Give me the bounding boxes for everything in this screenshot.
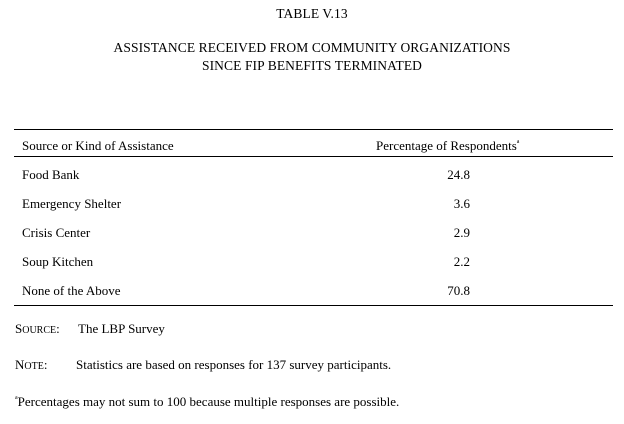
table-title-line-1: ASSISTANCE RECEIVED FROM COMMUNITY ORGAN… <box>113 40 511 55</box>
footnote-text: Percentages may not sum to 100 because m… <box>17 394 400 409</box>
note-key: NOTE: <box>15 357 47 373</box>
column-header-percentage-text: Percentage of Respondents <box>376 138 517 153</box>
row-label: None of the Above <box>22 283 121 298</box>
footnote-mark: a <box>15 395 18 401</box>
row-label: Emergency Shelter <box>22 196 122 211</box>
row-value: 70.8 <box>447 283 470 298</box>
note: NOTE: Statistics are based on responses … <box>15 357 391 373</box>
table-number: TABLE V.13 <box>276 6 348 21</box>
row-label: Soup Kitchen <box>22 254 94 269</box>
table-row: None of the Above 70.8 <box>0 283 624 301</box>
footnote: aPercentages may not sum to 100 because … <box>15 394 399 410</box>
note-key-rest: OTE <box>24 361 44 372</box>
column-header-source: Source or Kind of Assistance <box>22 138 174 153</box>
table-row: Crisis Center 2.9 <box>0 225 624 243</box>
source-text: The LBP Survey <box>78 321 165 336</box>
note-key-initial: N <box>15 357 25 372</box>
footnote-marker: a <box>516 139 520 145</box>
row-label: Food Bank <box>22 167 80 182</box>
note-text: Statistics are based on responses for 13… <box>76 357 392 372</box>
row-label: Crisis Center <box>22 225 91 240</box>
table-row: Food Bank 24.8 <box>0 167 624 185</box>
row-value: 3.6 <box>453 196 470 211</box>
row-value: 24.8 <box>447 167 470 182</box>
column-header-percentage: Percentage of Respondentsa <box>376 138 519 154</box>
row-value: 2.2 <box>453 254 470 269</box>
source-key: SOURCE: <box>15 321 60 337</box>
note-key-colon: : <box>43 357 48 372</box>
table-row: Soup Kitchen 2.2 <box>0 254 624 272</box>
source-note: SOURCE: The LBP Survey <box>15 321 165 337</box>
table-top-rule <box>14 129 613 130</box>
source-key-rest: OURCE <box>22 325 57 336</box>
source-key-initial: S <box>15 321 23 336</box>
header-bottom-rule <box>14 156 613 157</box>
source-key-colon: : <box>56 321 60 336</box>
table-title-line-2: SINCE FIP BENEFITS TERMINATED <box>201 58 423 73</box>
table-bottom-rule <box>14 305 613 306</box>
row-value: 2.9 <box>453 225 470 240</box>
table-row: Emergency Shelter 3.6 <box>0 196 624 214</box>
